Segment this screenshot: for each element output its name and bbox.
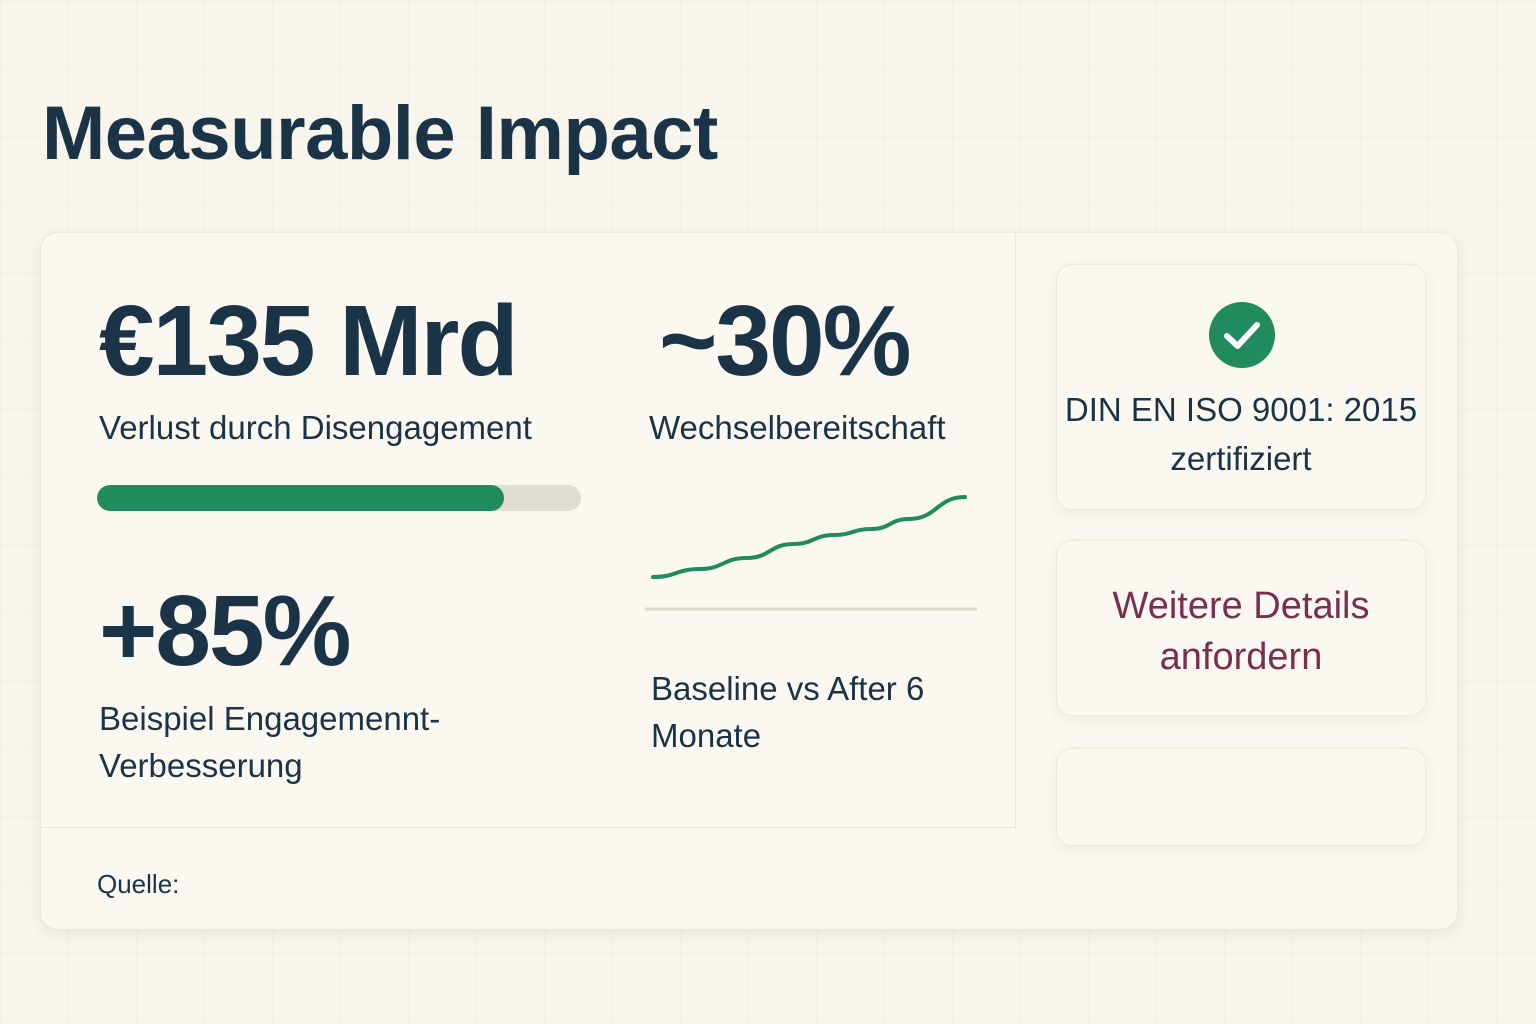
stat-loss-label: Verlust durch Disengagement [99,409,532,446]
check-circle-icon [1209,302,1275,368]
stat-engagement-label: Beispiel Engagemennt-Verbesserung [99,700,441,784]
trend-line-chart [645,495,977,611]
trend-line [651,495,967,579]
request-details-button[interactable]: Weitere Details anfordern [1056,540,1426,716]
stat-turnover-label: Wechselbereitschaft [649,409,946,446]
certification-card: DIN EN ISO 9001: 2015 zertifiziert [1056,264,1426,510]
stat-loss-value: €135 Mrd [99,285,519,397]
stat-turnover-value: ~30% [659,285,912,397]
empty-card [1056,748,1426,846]
horizontal-divider [41,827,1016,828]
loss-progress-fill [97,485,504,511]
vertical-divider [1015,233,1016,829]
chart-caption: Baseline vs After 6 Monate [651,670,925,754]
source-label: Quelle: [97,869,180,899]
page-title: Measurable Impact [42,91,718,176]
loss-progress-bar [97,485,581,511]
certification-text: DIN EN ISO 9001: 2015 zertifiziert [1064,391,1418,477]
request-details-label: Weitere Details anfordern [1112,585,1370,678]
stat-engagement-value: +85% [99,575,352,687]
